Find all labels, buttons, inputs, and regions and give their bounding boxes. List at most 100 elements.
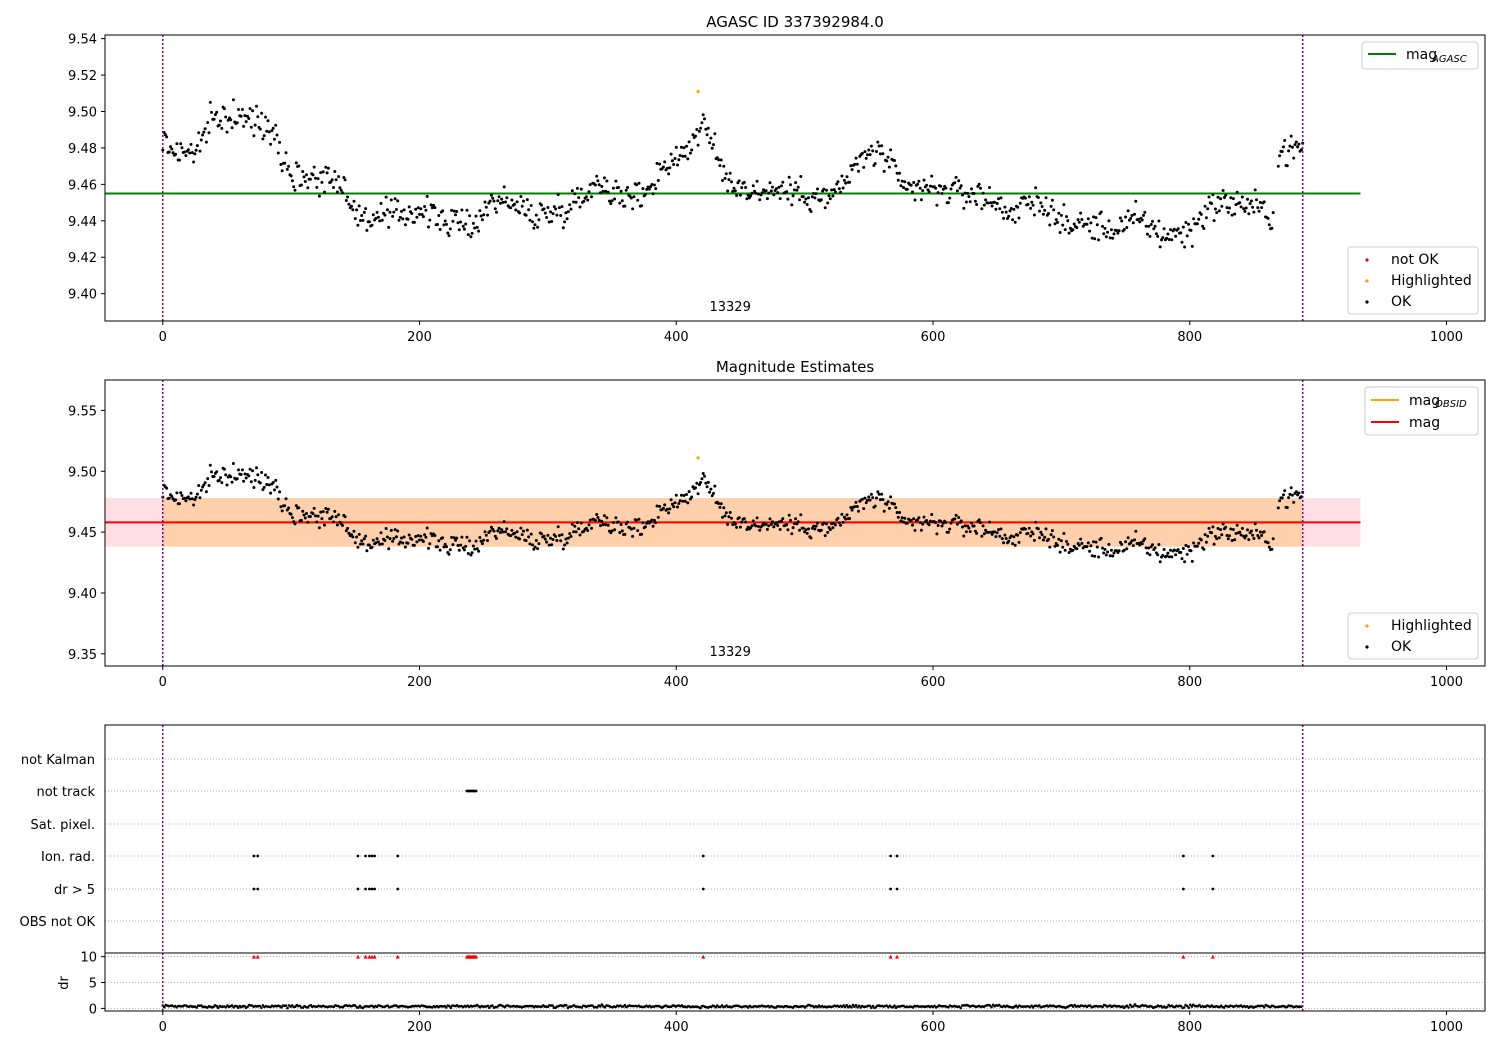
ok-point bbox=[899, 184, 903, 188]
ok-point bbox=[418, 538, 421, 542]
dr-point bbox=[851, 1003, 855, 1007]
ok-point bbox=[534, 213, 538, 217]
flag-point bbox=[396, 854, 400, 858]
legend-marker bbox=[1365, 645, 1369, 649]
flag-point bbox=[701, 854, 705, 858]
ok-point bbox=[326, 166, 330, 170]
ok-point bbox=[212, 117, 216, 121]
ok-point bbox=[822, 521, 826, 525]
ok-point bbox=[1101, 546, 1104, 550]
ok-point bbox=[948, 527, 952, 531]
x-tick-label: 1000 bbox=[1430, 1020, 1463, 1035]
ok-point bbox=[1244, 206, 1248, 210]
ok-point bbox=[545, 216, 549, 219]
ok-point bbox=[400, 536, 403, 540]
ok-point bbox=[412, 543, 416, 547]
ok-point bbox=[459, 220, 463, 224]
ok-point bbox=[383, 213, 387, 217]
ok-point bbox=[1154, 232, 1158, 236]
ok-point bbox=[1283, 139, 1287, 142]
ok-point bbox=[332, 520, 335, 524]
ok-point bbox=[1226, 537, 1230, 541]
ok-point bbox=[189, 142, 193, 146]
flag-point bbox=[356, 854, 360, 858]
ok-point bbox=[198, 496, 202, 500]
ok-point bbox=[299, 183, 303, 187]
ok-point bbox=[669, 152, 673, 156]
ok-point bbox=[624, 188, 628, 192]
ok-point bbox=[175, 491, 179, 495]
ok-point bbox=[394, 535, 398, 539]
ok-point bbox=[427, 225, 430, 229]
ok-point bbox=[465, 535, 469, 539]
ok-point bbox=[374, 216, 378, 220]
ok-point bbox=[542, 207, 546, 211]
y-axis-label: dr bbox=[57, 976, 72, 990]
ok-point bbox=[839, 190, 843, 194]
ok-point bbox=[1280, 496, 1284, 500]
ok-point bbox=[260, 111, 264, 115]
legend-label: mag bbox=[1409, 415, 1440, 431]
ok-point bbox=[867, 495, 871, 499]
ok-point bbox=[1181, 225, 1185, 229]
ok-point bbox=[1160, 238, 1163, 242]
legend-box bbox=[1347, 246, 1479, 315]
ok-point bbox=[663, 503, 667, 507]
ok-point bbox=[875, 496, 878, 500]
ok-point bbox=[813, 196, 817, 200]
ok-point bbox=[283, 161, 287, 165]
ok-point bbox=[632, 195, 636, 199]
ok-point bbox=[972, 192, 976, 195]
dr-point bbox=[623, 1003, 627, 1007]
ok-point bbox=[1184, 221, 1188, 224]
ok-point bbox=[520, 533, 524, 537]
ok-point bbox=[708, 141, 712, 145]
ok-point bbox=[560, 533, 564, 537]
ok-point bbox=[550, 543, 554, 547]
ok-point bbox=[1130, 539, 1134, 543]
ok-point bbox=[610, 199, 614, 203]
ok-point bbox=[468, 539, 472, 543]
ok-point bbox=[194, 495, 198, 499]
dr-point bbox=[1190, 1005, 1194, 1008]
ok-point bbox=[316, 514, 320, 518]
ok-point bbox=[231, 462, 235, 465]
ok-point bbox=[446, 231, 450, 235]
ok-point bbox=[631, 207, 635, 211]
ok-point bbox=[756, 192, 760, 196]
ok-point bbox=[183, 496, 187, 500]
ok-point bbox=[774, 187, 778, 191]
dr-point bbox=[280, 1006, 283, 1009]
dr-point bbox=[243, 1004, 246, 1008]
ok-point bbox=[679, 493, 683, 497]
ok-point bbox=[777, 520, 781, 524]
ok-point bbox=[1050, 198, 1054, 202]
ok-point bbox=[1180, 240, 1184, 244]
ok-point bbox=[271, 126, 275, 130]
ok-point bbox=[533, 223, 537, 227]
ok-point bbox=[279, 163, 283, 166]
ok-point bbox=[751, 519, 755, 523]
ok-point bbox=[579, 187, 583, 191]
ok-point bbox=[683, 154, 687, 158]
dr-point bbox=[1185, 1004, 1189, 1008]
ok-point bbox=[264, 115, 267, 119]
dr-point bbox=[1182, 1006, 1186, 1009]
ok-point bbox=[1158, 560, 1162, 564]
ok-point bbox=[1089, 221, 1093, 225]
ok-point bbox=[832, 188, 836, 192]
ok-point bbox=[1247, 538, 1251, 542]
ok-point bbox=[443, 219, 447, 223]
ok-point bbox=[1169, 548, 1172, 552]
y-tick-label: 9.50 bbox=[68, 465, 97, 480]
ok-point bbox=[199, 138, 203, 142]
ok-point bbox=[649, 185, 653, 189]
x-tick-label: 400 bbox=[664, 330, 689, 345]
ok-point bbox=[525, 528, 529, 532]
ok-point bbox=[853, 505, 857, 509]
ok-point bbox=[563, 543, 567, 547]
ok-point bbox=[573, 524, 577, 528]
ok-point bbox=[1278, 499, 1282, 503]
y-tick-label: 9.42 bbox=[68, 251, 97, 266]
ok-point bbox=[175, 142, 179, 146]
